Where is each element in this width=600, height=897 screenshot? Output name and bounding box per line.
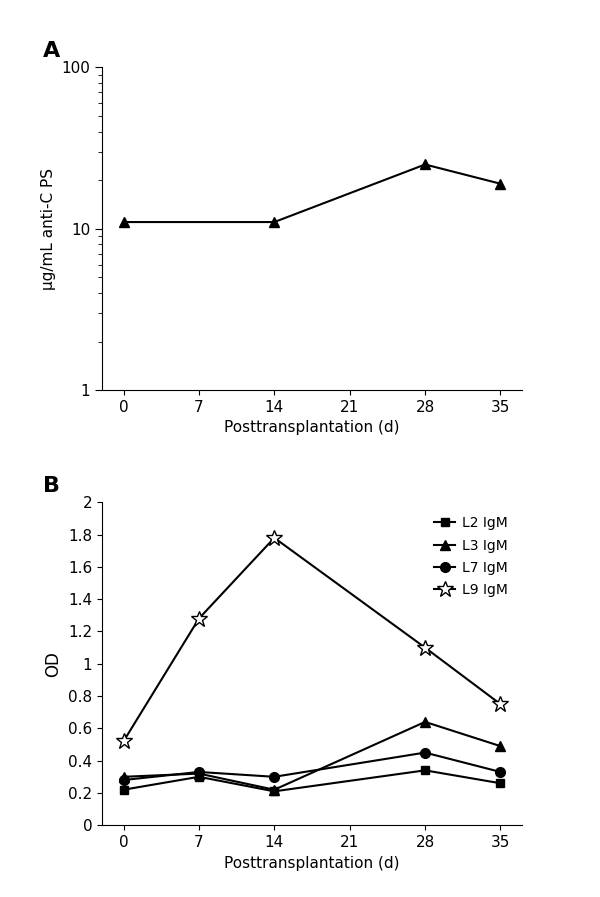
Text: B: B [43, 476, 60, 496]
L7 IgM [421, 747, 428, 758]
L2 IgM [421, 765, 428, 776]
L9 IgM [497, 699, 504, 710]
L2 IgM [120, 784, 127, 795]
L9 IgM [271, 533, 278, 544]
Y-axis label: OD: OD [44, 651, 62, 676]
L3 IgM [497, 741, 504, 752]
L2 IgM [497, 778, 504, 788]
X-axis label: Posttransplantation (d): Posttransplantation (d) [224, 421, 400, 435]
L7 IgM [120, 775, 127, 786]
L3 IgM [421, 717, 428, 727]
L3 IgM [120, 771, 127, 782]
L2 IgM [196, 771, 203, 782]
X-axis label: Posttransplantation (d): Posttransplantation (d) [224, 856, 400, 870]
L2 IgM [271, 786, 278, 797]
Line: L9 IgM: L9 IgM [115, 529, 509, 750]
L9 IgM [421, 642, 428, 653]
Y-axis label: μg/mL anti-C PS: μg/mL anti-C PS [41, 168, 56, 290]
L7 IgM [271, 771, 278, 782]
Line: L3 IgM: L3 IgM [119, 717, 505, 795]
L9 IgM [120, 736, 127, 746]
L7 IgM [497, 767, 504, 778]
L3 IgM [271, 784, 278, 795]
L7 IgM [196, 767, 203, 778]
Text: A: A [43, 41, 61, 61]
L9 IgM [196, 614, 203, 624]
Line: L7 IgM: L7 IgM [119, 748, 505, 785]
L3 IgM [196, 768, 203, 779]
Line: L2 IgM: L2 IgM [119, 766, 505, 796]
Legend: L2 IgM, L3 IgM, L7 IgM, L9 IgM: L2 IgM, L3 IgM, L7 IgM, L9 IgM [428, 509, 515, 605]
